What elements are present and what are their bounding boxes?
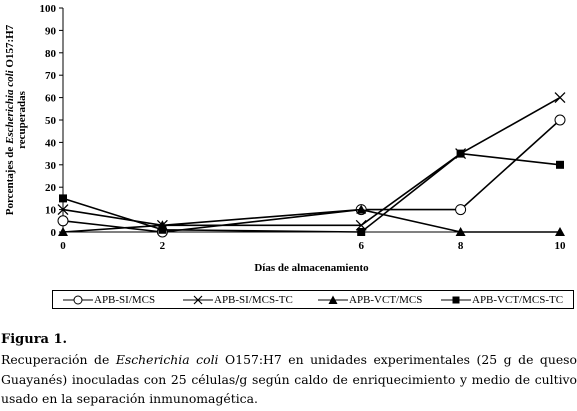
figure-caption: Figura 1. Recuperación de Escherichia co… <box>1 331 577 409</box>
x-tick-label: 10 <box>555 240 567 252</box>
data-point <box>57 215 69 227</box>
data-point <box>455 204 467 216</box>
line-chart: 0 10 20 30 40 50 60 70 80 90 100 0 2 6 8 10 Días de alm… <box>4 3 567 274</box>
legend-item: APB-VCT/MCS-TC <box>441 293 563 307</box>
series-line <box>62 96 561 227</box>
legend-label: APB-VCT/MCS-TC <box>472 294 564 306</box>
y-tick-label: 20 <box>45 182 57 194</box>
legend-label: APB-SI/MCS-TC <box>214 294 293 306</box>
y-axis-title: Porcentajes de Escherichia coli O157:H7 <box>4 24 16 215</box>
data-point <box>59 194 67 203</box>
data-point <box>554 114 566 126</box>
chart-series <box>57 92 566 238</box>
legend-label: APB-SI/MCS <box>94 294 156 306</box>
x-tick-label: 2 <box>160 240 166 252</box>
y-tick-label: 10 <box>45 205 57 217</box>
y-tick-label: 90 <box>45 25 57 37</box>
series-line <box>62 119 561 233</box>
y-tick-label: 70 <box>45 70 57 82</box>
chart-legend: APB-SI/MCS APB-SI/MCS-TC APB-VCT/MCS APB… <box>52 290 574 309</box>
legend-swatch-square-icon <box>441 296 471 304</box>
legend-swatch-circle-icon <box>63 295 93 305</box>
y-axis-title-part: Porcentajes de <box>4 144 16 215</box>
y-axis-title-part: O157:H7 <box>4 24 16 70</box>
caption-species: Escherichia coli <box>115 352 219 367</box>
y-tick-label: 30 <box>45 160 57 172</box>
x-axis-title: Días de almacenamiento <box>254 262 369 274</box>
data-point <box>58 227 68 236</box>
data-point <box>455 227 466 236</box>
series-group <box>57 114 566 238</box>
legend-swatch-triangle-icon <box>318 295 348 305</box>
y-tick-label: 40 <box>45 137 57 149</box>
caption-text: Recuperación de Escherichia coli O157:H7… <box>1 350 577 409</box>
x-tick-label: 8 <box>458 240 464 252</box>
data-point <box>357 228 366 236</box>
series-line <box>62 152 561 233</box>
data-point <box>356 204 367 214</box>
data-point <box>57 204 69 216</box>
y-tick-label: 60 <box>45 93 57 105</box>
y-axis-title-line2: recuperadas <box>16 90 28 149</box>
data-point <box>456 149 465 158</box>
legend-item: APB-SI/MCS-TC <box>183 293 293 307</box>
legend-item: APB-SI/MCS <box>63 293 155 307</box>
series-group <box>57 92 566 231</box>
chart-axes <box>62 8 560 233</box>
caption-text-part: O157:H7 en unidades experimentales (25 g… <box>1 352 577 406</box>
x-tick-label: 0 <box>60 240 66 252</box>
series-group <box>59 149 564 236</box>
y-tick-label: 80 <box>45 48 57 60</box>
caption-text-part: Recuperación de <box>1 352 116 367</box>
y-tick-label: 50 <box>45 115 57 127</box>
legend-label: APB-VCT/MCS <box>349 294 423 306</box>
data-point <box>158 225 167 234</box>
legend-item: APB-VCT/MCS <box>318 293 422 307</box>
data-point <box>554 92 566 104</box>
y-tick-label: 0 <box>51 227 57 239</box>
caption-label: Figura 1. <box>1 332 68 347</box>
y-axis-title-species: Escherichia coli <box>4 69 16 145</box>
data-point <box>556 160 564 169</box>
data-point <box>555 227 565 236</box>
legend-swatch-x-icon <box>183 296 213 305</box>
x-tick-label: 6 <box>358 240 364 252</box>
y-tick-label: 100 <box>40 3 57 15</box>
